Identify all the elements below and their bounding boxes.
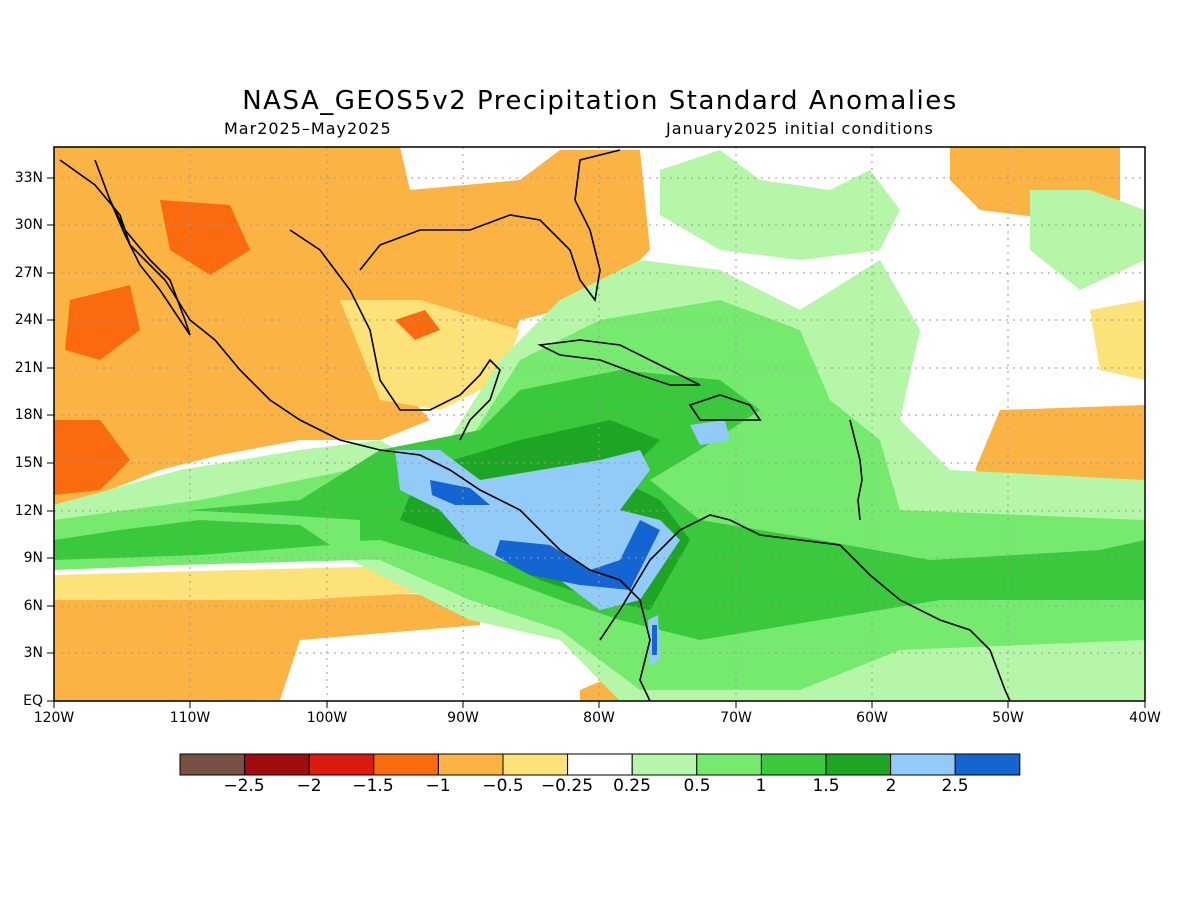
colorbar-swatch bbox=[373, 753, 439, 776]
colorbar-label: −2.5 bbox=[223, 776, 265, 796]
lon-tick-label: 60W bbox=[856, 710, 888, 726]
lat-tick-label: 33N bbox=[14, 170, 43, 186]
lat-tick-label: 18N bbox=[14, 407, 43, 423]
light-dry-band bbox=[54, 565, 470, 600]
colorbar-label: 1.5 bbox=[812, 776, 840, 796]
colorbar-swatch bbox=[954, 753, 1021, 776]
lon-tick-label: 120W bbox=[33, 710, 75, 726]
strong-dry-pacific-south bbox=[54, 420, 130, 495]
lat-tick-label: 15N bbox=[14, 455, 43, 471]
colorbar-swatch bbox=[760, 753, 827, 776]
tick-marks bbox=[47, 177, 1146, 708]
wet-anomaly-east-atlantic bbox=[1030, 190, 1145, 290]
colorbar-swatch bbox=[502, 753, 569, 776]
coastline-hispaniola bbox=[688, 394, 762, 421]
lat-tick-label: EQ bbox=[23, 693, 43, 709]
lat-tick-label: 21N bbox=[14, 360, 43, 376]
colorbar-label: −0.25 bbox=[540, 776, 594, 796]
lat-tick-label: 27N bbox=[14, 265, 43, 281]
dry-anomaly-south-pacific bbox=[54, 590, 480, 701]
coastline-antilles bbox=[849, 419, 863, 521]
map-title: NASA_GEOS5v2 Precipitation Standard Anom… bbox=[242, 86, 958, 116]
lon-tick-label: 50W bbox=[992, 710, 1024, 726]
colorbar-label: −0.5 bbox=[482, 776, 524, 796]
init-conditions-subtitle: January2025 initial conditions bbox=[666, 119, 934, 138]
lon-tick-label: 70W bbox=[720, 710, 752, 726]
map-gridlines bbox=[54, 147, 1145, 701]
coastline-baja bbox=[94, 159, 191, 336]
colorbar-swatch bbox=[308, 753, 375, 776]
wet-anomaly-itcz-core bbox=[54, 520, 330, 560]
very-wet-anomaly-hispaniola bbox=[690, 420, 730, 445]
lon-tick-label: 110W bbox=[169, 710, 211, 726]
lon-tick-label: 90W bbox=[447, 710, 479, 726]
strong-dry-gulf-core bbox=[395, 310, 440, 340]
colorbar-swatch bbox=[437, 753, 504, 776]
strong-dry-pacific bbox=[65, 285, 140, 360]
extreme-wet-anomaly-colombia bbox=[652, 625, 657, 655]
coastlines bbox=[59, 149, 1011, 701]
colorbar bbox=[179, 753, 1021, 776]
season-subtitle: Mar2025–May2025 bbox=[224, 119, 392, 138]
colorbar-swatch bbox=[179, 753, 246, 776]
coastline-cuba bbox=[537, 339, 701, 386]
lat-tick-label: 12N bbox=[14, 503, 43, 519]
colorbar-swatch bbox=[631, 753, 698, 776]
light-dry-atlantic bbox=[1090, 300, 1145, 380]
colorbar-label: 1 bbox=[755, 776, 767, 796]
colorbar-label: 2 bbox=[885, 776, 897, 796]
light-dry-gulf bbox=[340, 300, 520, 410]
lon-tick-label: 80W bbox=[583, 710, 615, 726]
colorbar-swatch bbox=[825, 753, 892, 776]
strong-dry-mexico bbox=[160, 200, 250, 275]
lat-tick-label: 9N bbox=[23, 550, 43, 566]
lon-tick-label: 40W bbox=[1129, 710, 1161, 726]
colorbar-swatch bbox=[567, 753, 633, 776]
colorbar-label: −1.5 bbox=[352, 776, 394, 796]
lat-tick-label: 24N bbox=[14, 312, 43, 328]
coastline-mexico-pacific bbox=[59, 159, 651, 701]
colorbar-label: −1 bbox=[425, 776, 451, 796]
lat-tick-label: 6N bbox=[23, 598, 43, 614]
coastline-us-gulf bbox=[359, 149, 621, 302]
coastline-gulf bbox=[289, 229, 501, 441]
colorbar-label: 0.25 bbox=[613, 776, 651, 796]
colorbar-label: 2.5 bbox=[941, 776, 969, 796]
coastline-south-america bbox=[599, 514, 1011, 701]
colorbar-swatch bbox=[890, 753, 956, 776]
extreme-wet-anomaly-guatemala bbox=[430, 480, 490, 505]
colorbar-swatch bbox=[244, 753, 310, 776]
lat-tick-label: 30N bbox=[14, 217, 43, 233]
colorbar-swatch bbox=[696, 753, 762, 776]
extreme-wet-anomaly-panama bbox=[495, 520, 660, 590]
lat-tick-label: 3N bbox=[23, 645, 43, 661]
lon-tick-label: 100W bbox=[306, 710, 348, 726]
colorbar-label: −2 bbox=[296, 776, 322, 796]
colorbar-label: 0.5 bbox=[683, 776, 711, 796]
